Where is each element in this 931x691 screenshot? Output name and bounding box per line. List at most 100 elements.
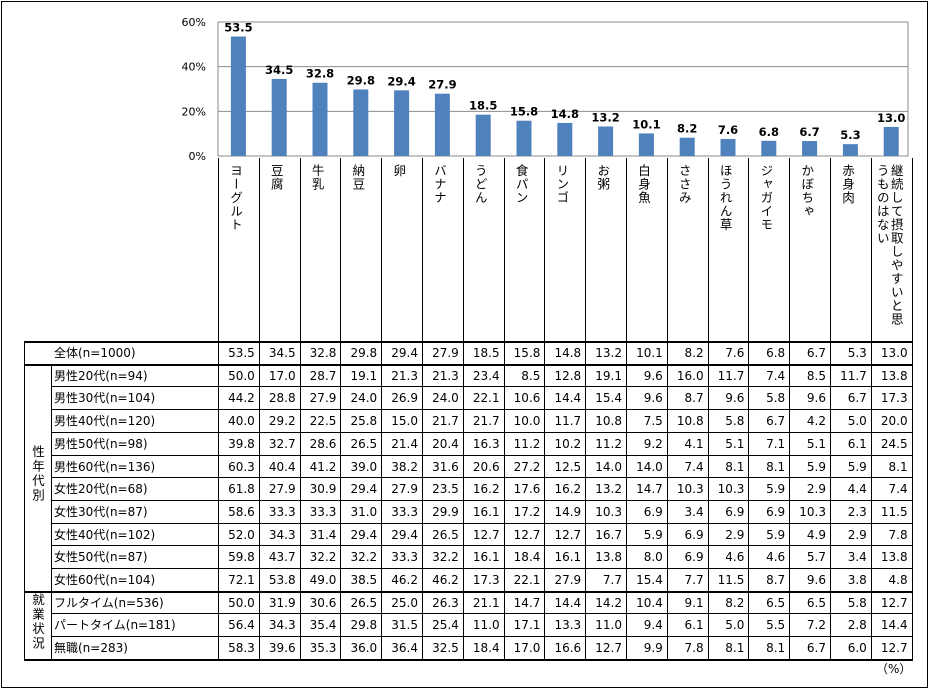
bar [720,139,736,156]
table-cell: 13.8 [880,550,908,565]
table-cell: 9.9 [643,641,663,656]
table-cell: 15.4 [595,391,622,406]
row-divider [51,409,913,410]
table-cell: 50.0 [228,595,255,610]
table-cell: 20.0 [880,414,908,429]
table-cell: 53.8 [268,573,296,587]
table-cell: 5.9 [766,482,786,497]
table-cell: 27.9 [554,573,582,587]
table-cell: 29.4 [391,346,418,360]
table-cell: 2.8 [847,618,867,633]
row-divider [51,432,913,433]
table-cell: 35.3 [309,641,337,656]
row-divider [51,477,913,478]
table-cell: 2.9 [847,527,867,542]
data-label: 6.8 [759,125,779,139]
data-label: 15.8 [510,105,538,119]
row-label: 女性20代(n=68) [54,482,148,497]
bar [883,126,899,156]
table-cell: 34.5 [268,346,296,360]
table-cell: 44.2 [228,391,255,406]
table-cell: 12.7 [554,527,582,542]
table-cell: 13.0 [880,346,908,360]
category-header: ヨーグルト [228,164,243,232]
table-cell: 4.1 [684,436,704,451]
category-header: リンゴ [554,164,570,205]
table-cell: 29.4 [391,527,418,542]
table-cell: 21.3 [391,368,418,383]
table-cell: 22.5 [309,414,337,429]
table-cell: 34.3 [268,527,296,542]
table-cell: 34.3 [268,618,296,633]
table-cell: 26.5 [350,595,378,610]
table-cell: 32.8 [309,346,337,360]
table-cell: 18.5 [472,346,500,360]
table-cell: 8.1 [766,459,786,474]
column-divider [830,158,831,659]
data-label: 53.5 [224,21,252,35]
table-cell: 10.0 [513,414,541,429]
category-header: バナナ [432,164,447,205]
table-cell: 14.4 [880,618,908,633]
table-cell: 26.9 [391,391,418,406]
table-cell: 5.9 [643,527,663,542]
table-cell: 7.5 [643,414,663,429]
table-cell: 15.0 [391,414,418,429]
row-divider [51,568,913,569]
table-cell: 13.8 [880,368,908,383]
column-divider [463,158,464,659]
table-cell: 38.5 [350,573,378,587]
row-divider [51,523,913,524]
table-cell: 4.8 [888,573,908,587]
table-cell: 6.9 [643,504,663,519]
table-cell: 53.5 [228,346,255,360]
table-cell: 41.2 [309,459,337,474]
table-cell: 7.7 [684,573,704,587]
column-divider [300,158,301,659]
table-cell: 39.8 [228,436,255,451]
row-label: 女性30代(n=87) [54,504,148,519]
table-cell: 31.6 [432,459,459,474]
table-cell: 24.0 [350,391,378,406]
category-header: かぼちゃ [799,164,815,218]
table-cell: 7.8 [888,527,908,542]
data-label: 18.5 [469,99,497,113]
data-label: 13.2 [591,111,619,125]
row-label: 女性60代(n=104) [54,573,156,587]
data-label: 32.8 [306,67,334,81]
table-cell: 14.2 [595,595,622,610]
table-cell: 16.2 [554,482,582,497]
table-cell: 10.1 [636,346,663,360]
row-label: パートタイム(n=181) [54,618,176,633]
table-cell: 60.3 [228,459,255,474]
table-cell: 15.4 [636,573,663,587]
table-cell: 17.0 [513,641,541,656]
category-header: 赤身肉 [840,164,855,205]
table-cell: 18.4 [472,641,500,656]
table-cell: 24.0 [432,391,459,406]
data-label: 6.7 [799,125,819,139]
table-cell: 32.2 [432,550,459,565]
bar [761,140,777,156]
table-cell: 12.8 [554,368,582,383]
table-cell: 4.9 [806,527,826,542]
category-header: ほうれん草 [717,164,733,232]
table-cell: 29.9 [432,504,459,519]
table-cell: 5.1 [806,436,826,451]
table-cell: 8.1 [766,641,786,656]
table-cell: 58.3 [228,641,255,656]
row-divider [24,341,913,343]
row-label: 女性50代(n=87) [54,550,148,565]
group-label: 就業状況 [30,592,45,651]
table-cell: 6.5 [766,595,786,610]
bar [679,137,695,156]
table-cell: 27.9 [432,346,459,360]
table-cell: 6.9 [766,504,786,519]
bar [598,126,614,156]
bar [353,89,369,156]
group-divider [51,363,52,659]
table-cell: 5.7 [806,550,826,565]
table-cell: 6.8 [766,346,786,360]
data-label: 29.4 [387,74,415,88]
table-cell: 10.3 [799,504,826,519]
